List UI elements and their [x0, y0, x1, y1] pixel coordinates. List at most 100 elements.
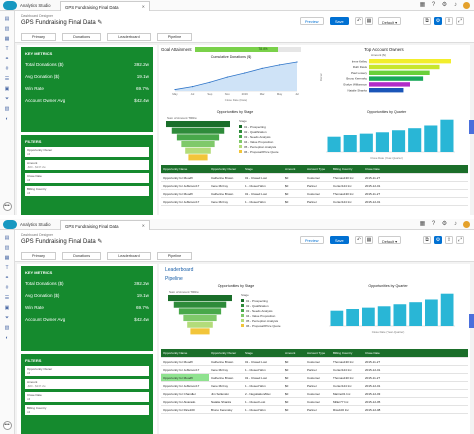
edit-pencil-icon[interactable]: ✎: [97, 20, 103, 26]
save-button[interactable]: Save: [330, 236, 349, 244]
filter-billing-country[interactable]: Billing Country All: [25, 405, 149, 415]
date-icon[interactable]: ▣: [4, 86, 10, 92]
opportunities-by-quarter-chart[interactable]: Opportunities by Quarter Close Date (Yea…: [317, 284, 459, 336]
table-icon[interactable]: ▦: [4, 36, 10, 42]
table-icon[interactable]: ▦: [4, 255, 10, 261]
table-row[interactable]: Opportunity for Jefferson17 Irene McCoy 1 …: [161, 382, 468, 390]
table-row[interactable]: Opportunity for Jefferson17 Irene McCoy 1 …: [161, 198, 468, 206]
panel-toggle-handle[interactable]: [469, 120, 474, 134]
preview-button[interactable]: Preview: [300, 236, 324, 244]
column-header[interactable]: Stage: [245, 351, 253, 355]
filter-amount[interactable]: Amount -$60 - $237.2w: [25, 160, 149, 170]
list-icon[interactable]: ☰: [4, 295, 10, 301]
share-icon[interactable]: ⇪: [445, 236, 453, 244]
text-icon[interactable]: T: [5, 265, 9, 271]
salesforce-cloud-icon[interactable]: [3, 220, 17, 229]
dashboard-tab[interactable]: GPS Fundraising Final Data ✕: [60, 1, 150, 11]
toggle-icon[interactable]: ◐: [5, 116, 9, 122]
more-icon[interactable]: •••: [2, 202, 12, 211]
cumulative-donations-chart[interactable]: Cumulative Donations ($) May Jul Sep Nov 201…: [161, 55, 301, 105]
table-row[interactable]: Opportunity for Moodfl Catherine Brown 01 …: [161, 374, 468, 382]
text-icon[interactable]: T: [5, 46, 9, 52]
table-row[interactable]: Opportunity for Jefferson17 Irene McCoy 1 …: [161, 182, 468, 190]
link-icon[interactable]: ⚭: [4, 275, 10, 281]
list-icon[interactable]: ☰: [4, 76, 10, 82]
tab-leaderboard[interactable]: Leaderboard: [107, 33, 151, 41]
filter-icon[interactable]: ⏷: [4, 96, 9, 102]
column-header[interactable]: Opportunity Owner: [211, 351, 237, 355]
tab-pipeline[interactable]: Pipeline: [156, 252, 193, 260]
key-metrics-panel[interactable]: KEY METRICS Total Donations ($) 392.2w Av…: [21, 47, 153, 132]
filter-billing-country[interactable]: Billing Country All: [25, 186, 149, 196]
bell-icon[interactable]: ♪: [454, 221, 457, 227]
column-header[interactable]: Account Type: [307, 351, 326, 355]
panel-toggle-handle[interactable]: [469, 314, 474, 328]
column-header[interactable]: Opportunity Name: [163, 167, 188, 171]
breadcrumb[interactable]: Dashboard Designer: [21, 233, 54, 237]
column-header[interactable]: Account Type: [307, 167, 326, 171]
grid-layout-icon[interactable]: ▦: [365, 236, 373, 244]
breadcrumb[interactable]: Dashboard Designer: [21, 14, 54, 18]
key-metrics-panel[interactable]: KEY METRICS Total Donations ($) 392.2w Av…: [21, 266, 153, 351]
table-row[interactable]: Opportunity for Jefferson17 Irene McCoy 1 …: [161, 366, 468, 374]
salesforce-cloud-icon[interactable]: [3, 1, 17, 10]
gear-icon[interactable]: ⚙: [441, 221, 448, 227]
properties-icon[interactable]: ⚙: [434, 17, 442, 25]
opportunities-by-quarter-chart[interactable]: Opportunities by Quarter Close Date (Yea…: [314, 110, 459, 162]
save-button[interactable]: Save: [330, 17, 349, 25]
tab-donations[interactable]: Donations: [62, 33, 102, 41]
close-icon[interactable]: ✕: [141, 4, 145, 9]
filter-close-date[interactable]: Close Date All: [25, 173, 149, 183]
properties-icon[interactable]: ⚙: [434, 236, 442, 244]
column-header[interactable]: Stage: [245, 167, 253, 171]
tab-leaderboard[interactable]: Leaderboard: [107, 252, 151, 260]
fullscreen-icon[interactable]: ⤢: [456, 236, 464, 244]
toggle-icon[interactable]: ◐: [5, 335, 9, 341]
preview-button[interactable]: Preview: [300, 17, 324, 25]
grid-layout-icon[interactable]: ▦: [365, 17, 373, 25]
fullscreen-icon[interactable]: ⤢: [456, 17, 464, 25]
help-icon[interactable]: ?: [431, 2, 436, 8]
link-icon[interactable]: ⚭: [4, 56, 10, 62]
table-row[interactable]: Opportunity for Moodfl Catherine Brown 01 …: [161, 358, 468, 366]
column-header[interactable]: Amount: [285, 167, 296, 171]
avatar[interactable]: [463, 221, 470, 228]
column-header[interactable]: Close Date: [365, 351, 380, 355]
undo-icon[interactable]: ↶: [355, 236, 363, 244]
layout-icon[interactable]: ▤: [4, 235, 10, 241]
column-header[interactable]: Opportunity Owner: [211, 167, 237, 171]
number-icon[interactable]: #: [5, 285, 9, 291]
avatar[interactable]: [463, 2, 470, 9]
help-icon[interactable]: ?: [431, 221, 436, 227]
undo-icon[interactable]: ↶: [355, 17, 363, 25]
share-icon[interactable]: ⇪: [445, 17, 453, 25]
top-account-owners-chart[interactable]: Top Account Owners Amount ($) Irene Kell…: [309, 47, 459, 107]
chart-icon[interactable]: ▥: [4, 245, 10, 251]
table-row[interactable]: Opportunity for Moodfl Catherine Brown 01 …: [161, 174, 468, 182]
table-row[interactable]: Opportunity for Rice100 Bruno Kerensky 1 -…: [161, 406, 468, 414]
layout-dropdown[interactable]: Default ▾: [378, 17, 401, 25]
goal-attainment[interactable]: Goal Attainment 78.4%: [161, 47, 301, 52]
more-icon[interactable]: •••: [2, 421, 12, 430]
chart-icon[interactable]: ▥: [4, 26, 10, 32]
tab-pipeline[interactable]: Pipeline: [156, 33, 193, 41]
column-header[interactable]: Billing Country: [333, 351, 353, 355]
filter-close-date[interactable]: Close Date All: [25, 392, 149, 402]
date-icon[interactable]: ▣: [4, 305, 10, 311]
tab-primary[interactable]: Primary: [21, 33, 57, 41]
filter-opportunity-owner[interactable]: Opportunity Owner All: [25, 366, 149, 376]
close-icon[interactable]: ✕: [141, 223, 145, 228]
image-icon[interactable]: ▧: [4, 325, 10, 331]
tab-primary[interactable]: Primary: [21, 252, 57, 260]
bell-icon[interactable]: ♪: [454, 2, 457, 8]
filter-amount[interactable]: Amount -$60 - $237.2w: [25, 379, 149, 389]
gear-icon[interactable]: ⚙: [441, 2, 448, 8]
number-icon[interactable]: #: [5, 66, 9, 72]
filter-opportunity-owner[interactable]: Opportunity Owner All: [25, 147, 149, 157]
opportunities-by-stage-chart[interactable]: Opportunities by Stage Sum of Amount TRR…: [161, 284, 311, 336]
layout-icon[interactable]: ▤: [4, 16, 10, 22]
column-header[interactable]: Opportunity Name: [163, 351, 188, 355]
filter-icon[interactable]: ⏷: [4, 315, 9, 321]
table-row[interactable]: Opportunity for Moodfl Catherine Brown 01 …: [161, 190, 468, 198]
table-row[interactable]: Opportunity for Chandler Jim Sollenski 2 -…: [161, 390, 468, 398]
